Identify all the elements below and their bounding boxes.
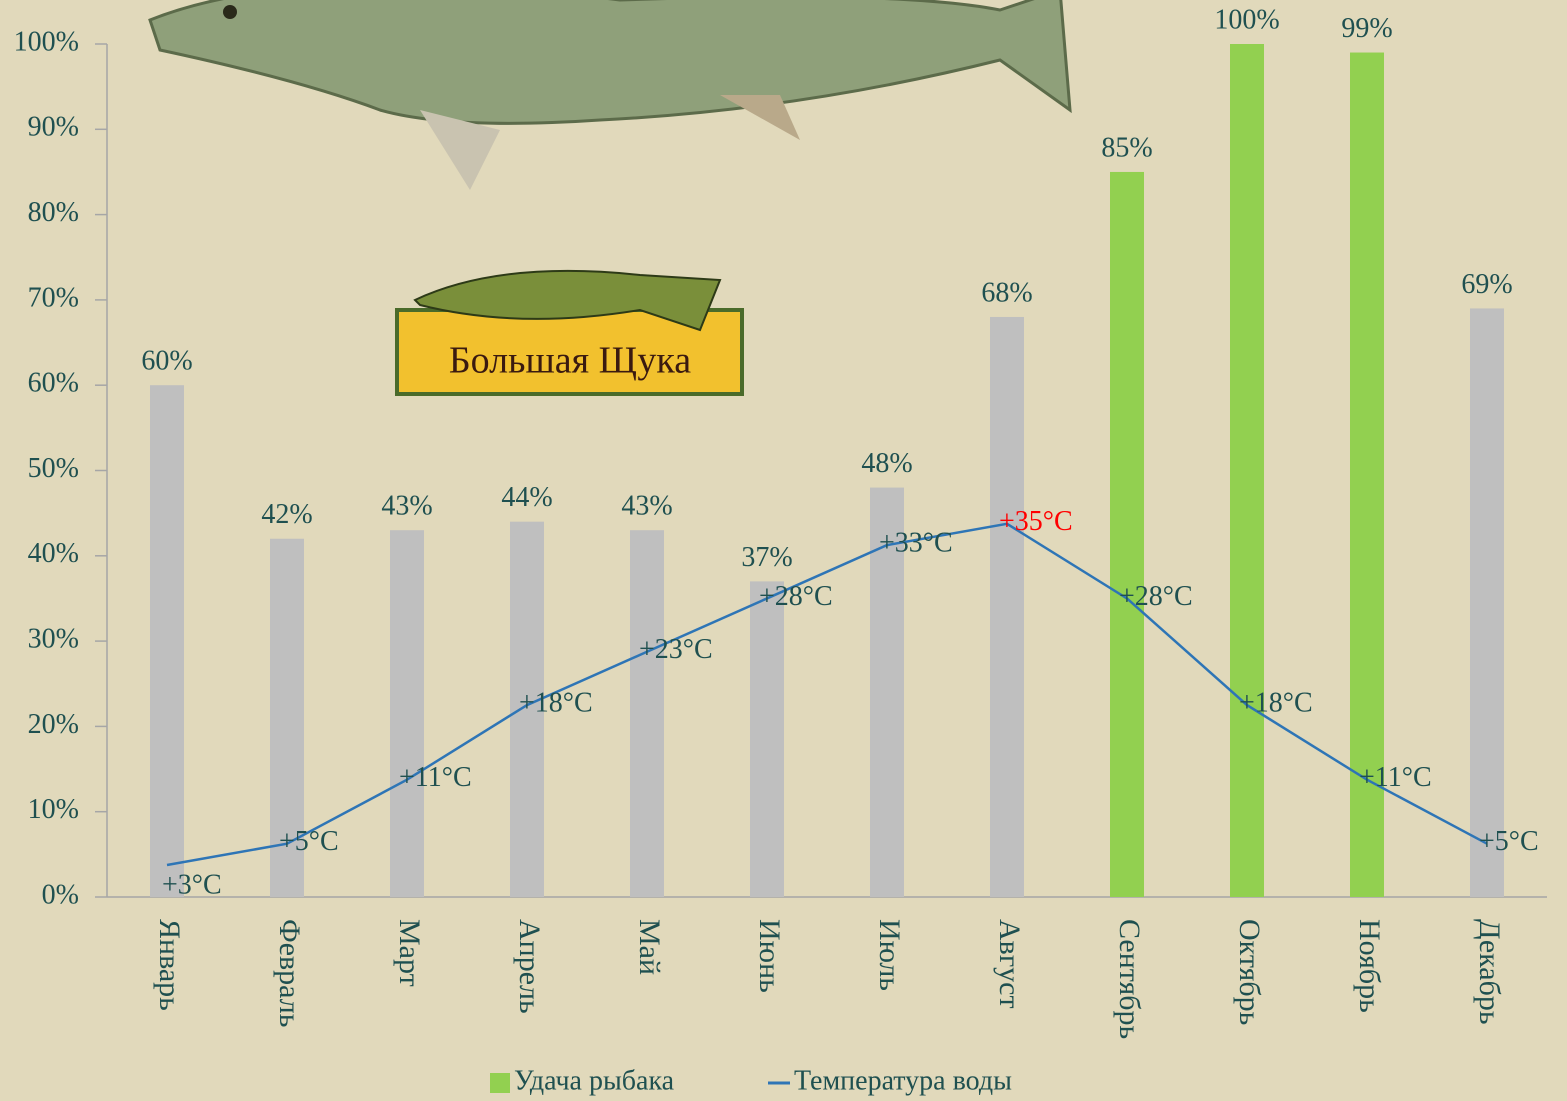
- chart: Большая Щука 0% 10% 20% 30% 40% 50% 60% 70% 80% 9…: [0, 0, 1567, 1101]
- bar: [1470, 308, 1504, 897]
- bar: [390, 530, 424, 897]
- x-tick-label: Апрель: [513, 919, 546, 1014]
- bar-value-label: 60%: [141, 346, 192, 377]
- line-value-label: +5°C: [279, 826, 339, 857]
- y-tick-label: 0%: [42, 879, 79, 910]
- y-tick-label: 70%: [28, 282, 79, 313]
- line-value-label: +5°C: [1479, 826, 1539, 857]
- bar-value-label: 43%: [621, 491, 672, 522]
- bar: [150, 385, 184, 897]
- y-tick-label: 80%: [28, 197, 79, 228]
- x-tick-label: Март: [393, 919, 426, 987]
- legend-swatch: [490, 1073, 510, 1093]
- bar-value-label: 43%: [381, 491, 432, 522]
- bar-value-label: 44%: [501, 482, 552, 513]
- bar: [1110, 172, 1144, 897]
- y-tick-label: 60%: [28, 368, 79, 399]
- bar-value-label: 48%: [861, 448, 912, 479]
- x-tick-label: Ноябрь: [1353, 919, 1386, 1013]
- y-tick-label: 90%: [28, 112, 79, 143]
- legend-label: Температура воды: [794, 1065, 1012, 1096]
- x-tick-label: Октябрь: [1233, 919, 1266, 1025]
- bar-value-label: 42%: [261, 499, 312, 530]
- line-value-label: +33°C: [879, 528, 953, 559]
- y-tick-label: 20%: [28, 709, 79, 740]
- x-tick-label: Февраль: [273, 919, 306, 1027]
- y-tick-label: 30%: [28, 624, 79, 655]
- bar: [1230, 44, 1264, 897]
- line-value-label: +35°C: [999, 506, 1073, 537]
- bar-value-label: 99%: [1341, 13, 1392, 44]
- bar: [990, 317, 1024, 897]
- x-tick-label: Июль: [873, 919, 906, 991]
- legend-label: Удача рыбака: [514, 1065, 675, 1096]
- line-value-label: +11°C: [399, 762, 472, 793]
- logo-text: Большая Щука: [449, 340, 691, 382]
- x-tick-label: Июнь: [753, 919, 786, 993]
- line-value-label: +18°C: [1239, 687, 1313, 718]
- bar-value-label: 37%: [741, 542, 792, 573]
- bar-value-label: 69%: [1461, 269, 1512, 300]
- line-value-label: +18°C: [519, 687, 593, 718]
- y-tick-label: 50%: [28, 453, 79, 484]
- bar-value-label: 68%: [981, 277, 1032, 308]
- y-tick-label: 100%: [14, 26, 79, 57]
- line-value-label: +23°C: [639, 634, 713, 665]
- line-value-label: +28°C: [1119, 581, 1193, 612]
- logo: Большая Щука: [397, 271, 742, 394]
- bar: [630, 530, 664, 897]
- x-tick-label: Май: [633, 919, 666, 975]
- x-tick-label: Январь: [153, 919, 186, 1011]
- bar-value-label: 100%: [1214, 4, 1279, 35]
- line-value-label: +3°C: [162, 869, 222, 900]
- x-tick-label: Сентябрь: [1113, 919, 1146, 1039]
- line-value-label: +28°C: [759, 581, 833, 612]
- line-value-label: +11°C: [1359, 762, 1432, 793]
- bar-value-label: 85%: [1101, 132, 1152, 163]
- x-tick-label: Декабрь: [1473, 919, 1506, 1025]
- x-tick-label: Август: [993, 919, 1026, 1009]
- bar: [750, 581, 784, 897]
- y-tick-label: 10%: [28, 794, 79, 825]
- y-tick-label: 40%: [28, 538, 79, 569]
